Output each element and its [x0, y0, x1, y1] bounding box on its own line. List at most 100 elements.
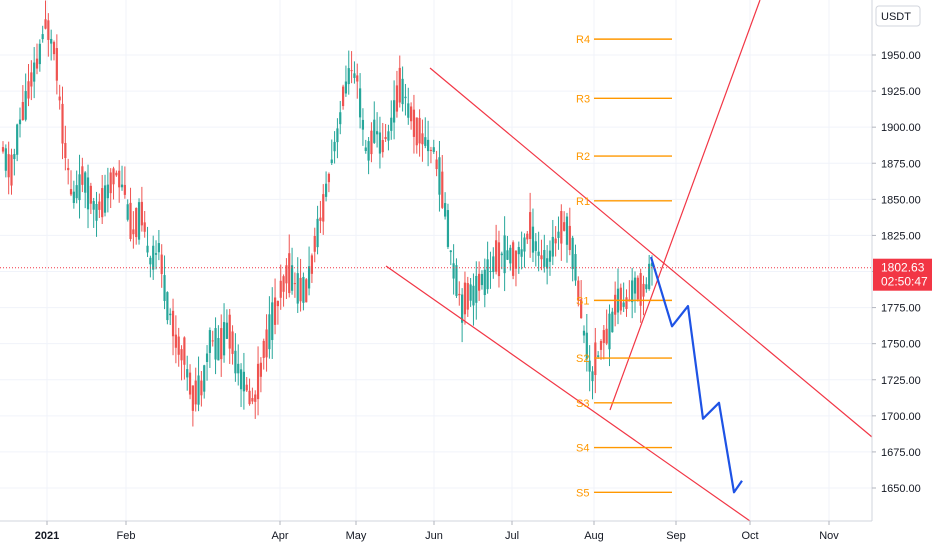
pivot-label-r4: R4	[576, 34, 590, 46]
candle-body	[478, 273, 481, 291]
candle-body	[517, 247, 520, 255]
candle-body	[191, 385, 194, 411]
candle-body	[188, 372, 192, 395]
candle-body	[605, 328, 608, 344]
candle-body	[225, 322, 228, 339]
candle-body	[276, 301, 280, 307]
candle-body	[132, 229, 135, 235]
y-tick-label: 1675.00	[881, 447, 921, 459]
candle-body	[183, 337, 186, 365]
candle-body	[259, 362, 262, 377]
candle-body	[356, 75, 359, 82]
candle-body	[330, 159, 333, 164]
candle-body	[548, 250, 552, 262]
candle-body	[444, 203, 447, 217]
candle-body	[86, 177, 90, 210]
candle-body	[268, 314, 271, 350]
candle-body	[560, 211, 563, 244]
candle-body	[256, 363, 260, 400]
candle-body	[347, 68, 350, 85]
candle-body	[475, 275, 478, 303]
candle-body	[118, 170, 121, 188]
y-tick-label: 1775.00	[881, 303, 921, 315]
candle-body	[222, 322, 226, 356]
candle-body	[458, 293, 461, 296]
candle-body	[523, 237, 526, 252]
pivot-label-r3: R3	[576, 93, 590, 105]
candle-body	[546, 258, 549, 269]
candle-body	[208, 330, 211, 353]
candle-body	[526, 233, 529, 240]
candle-body	[407, 103, 410, 118]
candle-body	[288, 253, 291, 294]
grid	[0, 0, 872, 521]
candle-body	[41, 34, 44, 40]
candle-body	[160, 254, 163, 275]
candle-body	[480, 274, 484, 286]
candle-body	[137, 202, 141, 240]
candle-body	[565, 216, 569, 245]
candle-body	[89, 185, 92, 204]
candle-body	[327, 173, 331, 183]
projection-path	[649, 256, 743, 494]
candle-body	[67, 167, 70, 171]
candle-body	[33, 62, 36, 82]
candle-body	[61, 103, 64, 144]
candle-body	[633, 277, 637, 294]
candle-body	[571, 237, 574, 270]
candle-body	[55, 48, 58, 81]
candle-body	[441, 171, 444, 208]
candle-body	[324, 183, 328, 197]
candle-body	[84, 172, 87, 193]
currency-label[interactable]: USDT	[875, 5, 921, 27]
candle-body	[265, 329, 268, 358]
candle-body	[129, 202, 132, 240]
candle-body	[75, 185, 78, 199]
candle-body	[557, 231, 560, 238]
candle-body	[367, 141, 370, 161]
candle-body	[112, 168, 115, 185]
candle-body	[211, 340, 214, 342]
x-axis: 2021 Feb Apr May Jun Jul Aug Sep Oct Nov	[0, 520, 932, 550]
pivot-label-s4: S4	[576, 443, 589, 455]
candle-body	[152, 245, 155, 270]
candle-body	[319, 217, 322, 221]
y-tick-label: 1900.00	[881, 122, 921, 134]
candle-body	[16, 124, 19, 155]
candle-body	[10, 154, 13, 186]
candle-body	[24, 91, 27, 120]
candle-body	[21, 102, 24, 121]
candle-body	[563, 222, 566, 231]
candle-body	[455, 265, 458, 296]
candle-body	[497, 242, 501, 277]
candle-body	[234, 350, 237, 374]
candle-body	[157, 243, 160, 253]
candle-body	[109, 172, 112, 194]
candle-body	[421, 133, 424, 145]
candle-body	[486, 259, 489, 290]
candle-body	[101, 188, 104, 218]
candle-body	[410, 106, 413, 122]
candle-body	[611, 311, 614, 333]
candle-body	[194, 380, 197, 405]
candle-body	[599, 341, 603, 350]
x-tick-label: Jun	[425, 530, 443, 542]
candle-body	[197, 375, 200, 405]
candle-body	[438, 157, 441, 195]
candle-body	[574, 254, 577, 281]
candle-body	[251, 398, 254, 402]
candle-body	[120, 184, 124, 188]
candle-body	[154, 253, 158, 255]
candle-body	[166, 292, 169, 321]
y-tick-label: 1725.00	[881, 375, 921, 387]
candle-body	[580, 299, 583, 319]
candle-body	[398, 67, 401, 103]
candle-body	[373, 119, 376, 143]
candle-body	[404, 96, 407, 99]
last-price-box	[873, 258, 932, 291]
candle-body	[432, 147, 435, 152]
pivot-levels: R4 R3 R2 R1 S1 S2 S3 S4 S5	[576, 34, 672, 499]
candle-body	[449, 250, 452, 253]
